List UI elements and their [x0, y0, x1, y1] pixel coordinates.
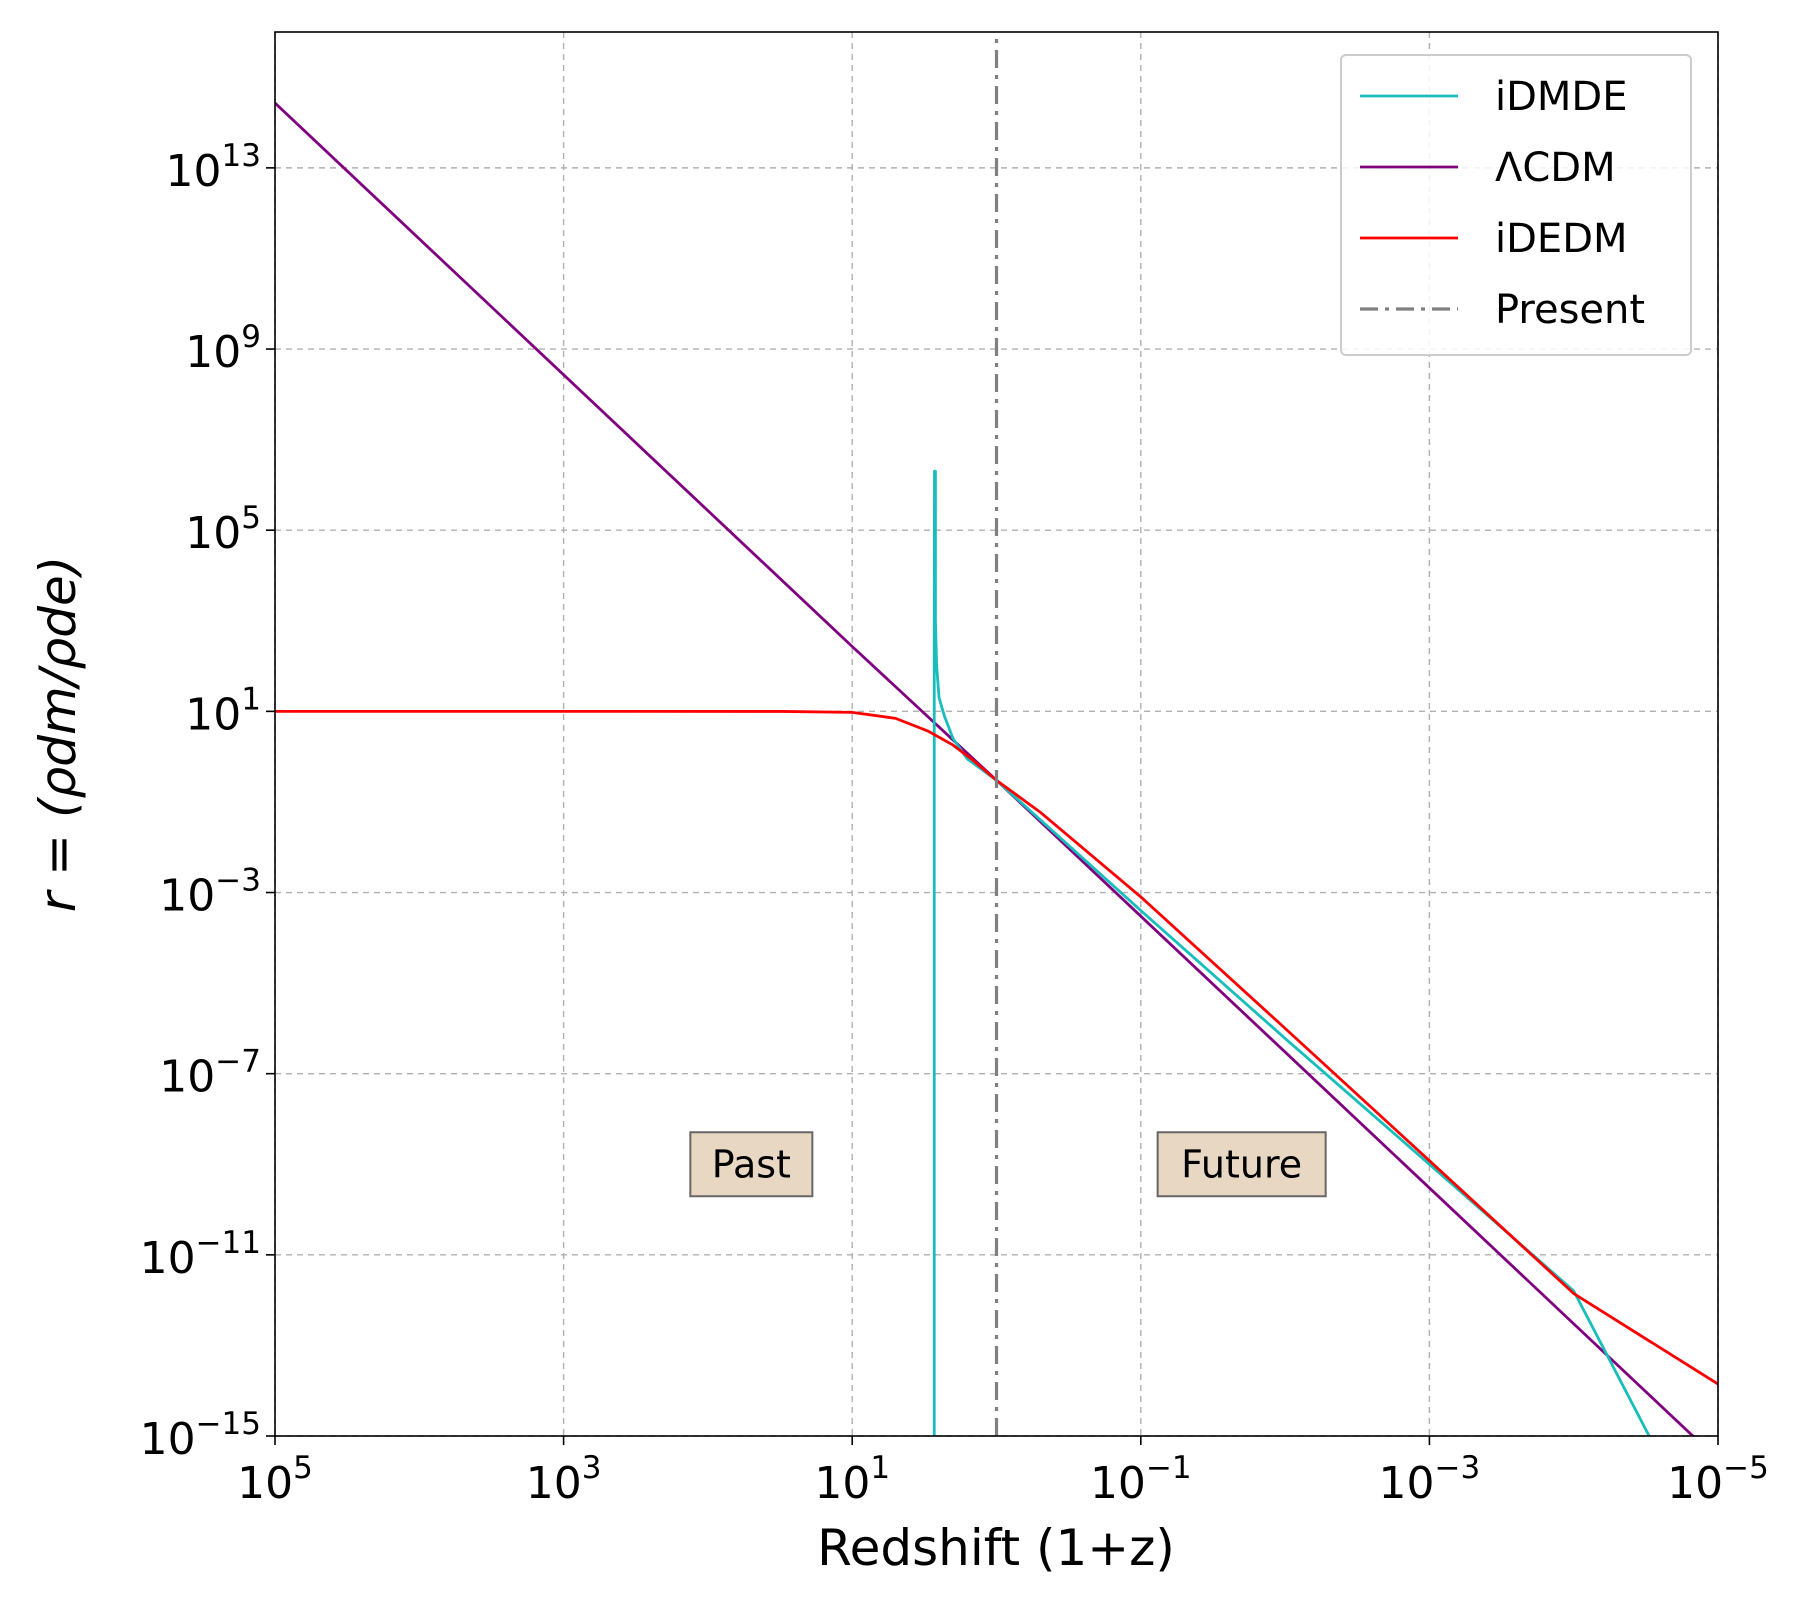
- y-tick-label: 109: [185, 319, 261, 378]
- legend-label: ΛCDM: [1495, 145, 1616, 191]
- annotation-box: [1156, 1131, 1327, 1198]
- x-tick-label: 10−5: [1667, 1450, 1769, 1509]
- x-tick-label: 10−3: [1379, 1450, 1481, 1509]
- x-tick-label: 105: [237, 1450, 313, 1509]
- series-line-idmde: [932, 469, 1651, 1436]
- legend-label: iDEDM: [1495, 216, 1628, 262]
- y-tick-label: 1013: [166, 138, 261, 197]
- legend-box: [1340, 54, 1692, 356]
- y-tick-label: 10−15: [140, 1406, 261, 1465]
- annotations: Past Future: [689, 1131, 1327, 1198]
- annotation-label: Past: [712, 1142, 791, 1186]
- series-line-idedm: [275, 709, 1718, 1386]
- legend-label: iDMDE: [1495, 74, 1628, 120]
- y-tick-label: 105: [185, 500, 261, 559]
- y-tick-label: 101: [185, 681, 261, 740]
- x-axis-title: Redshift (1+z): [817, 1519, 1175, 1577]
- y-tick-label: 10−11: [140, 1225, 261, 1284]
- annotation-box: [689, 1131, 814, 1198]
- x-tick-label: 101: [814, 1450, 890, 1509]
- ticks: 105 103 101 10−1 10−3 10−5 1013 109 105 101 10−3 10…: [140, 138, 1769, 1509]
- legend: iDMDE ΛCDM iDEDM Present: [1340, 54, 1692, 356]
- y-tick-label: 10−3: [159, 863, 261, 922]
- series-layer: [275, 32, 1718, 1436]
- series-line--cdm: [275, 102, 1695, 1436]
- annotation-label: Future: [1181, 1142, 1302, 1186]
- legend-label: Present: [1495, 287, 1645, 333]
- x-tick-label: 103: [526, 1450, 602, 1509]
- x-tick-label: 10−1: [1090, 1450, 1192, 1509]
- y-tick-label: 10−7: [159, 1044, 261, 1103]
- plot-frame: [274, 31, 1719, 1437]
- y-axis-title: r = (ρdm/ρde): [29, 556, 87, 913]
